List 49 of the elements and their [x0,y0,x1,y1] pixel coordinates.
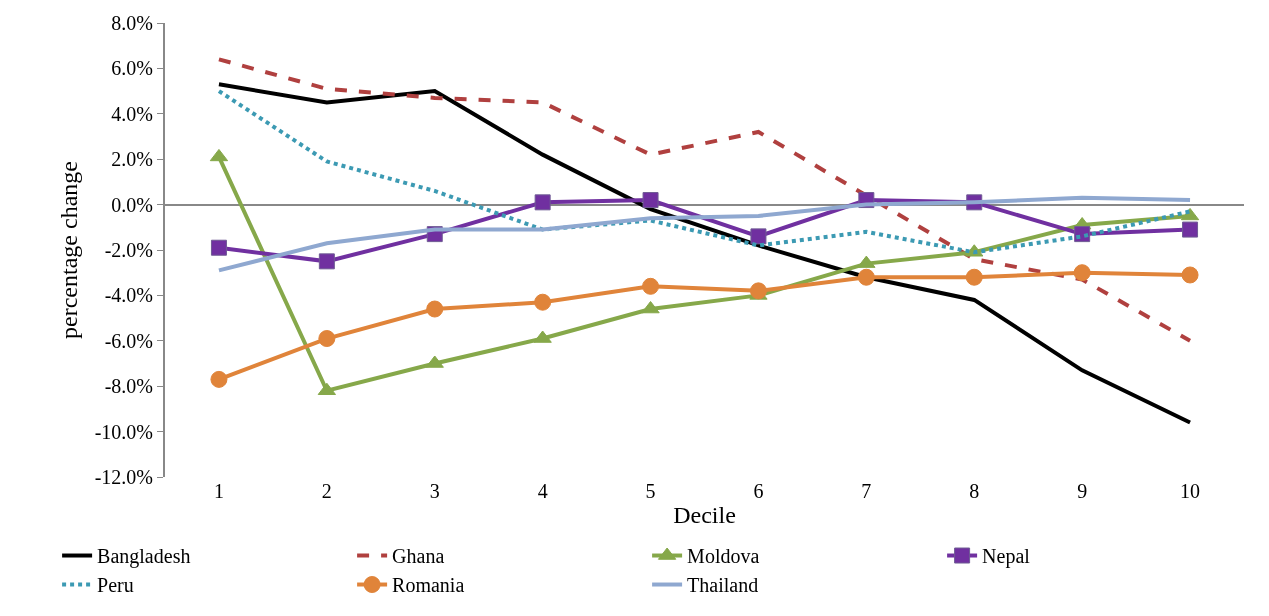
line-series [216,82,1193,425]
x-axis-title: Decile [673,502,736,529]
x-tick-label: 5 [645,480,656,502]
point [642,277,660,295]
point [318,253,335,270]
y-tick-label: -6.0% [104,329,153,352]
point [210,370,228,388]
legend-label: Moldova [687,545,760,568]
y-tick-label: -4.0% [104,284,153,307]
point [1181,266,1199,284]
point [749,282,767,300]
y-tick-label: -8.0% [104,375,153,398]
y-tick-label: -10.0% [94,420,153,443]
point [857,268,875,286]
legend-label: Ghana [392,545,445,568]
y-tick-label: -12.0% [94,466,153,488]
point [1182,221,1199,238]
x-tick-label: 9 [1077,480,1088,502]
y-tick-label: 6.0% [111,57,153,80]
y-tick-label: 4.0% [111,102,153,125]
point [210,239,227,256]
y-tick-label: 0.0% [111,193,153,216]
y-tick-label: -2.0% [104,239,153,261]
point [1073,264,1091,282]
line-series [216,57,1193,343]
y-tick-label: 2.0% [111,148,153,171]
point [965,268,983,286]
point [642,192,659,209]
point [1180,207,1200,221]
legend-label: Thailand [687,574,759,597]
x-tick-label: 7 [861,480,872,502]
point [426,300,444,318]
point [534,293,552,311]
x-tick-label: 4 [537,480,548,502]
x-tick-label: 2 [321,480,332,502]
y-axis-title: percentage change [56,161,83,339]
legend-label: Bangladesh [97,545,191,569]
legend-label: Nepal [982,545,1031,569]
x-tick-label: 6 [753,480,764,502]
point [534,194,551,211]
x-tick-label: 1 [213,480,224,502]
legend-label: Romania [392,574,465,597]
legend-label: Peru [97,574,134,597]
y-tick-label: 8.0% [111,12,153,34]
x-tick-label: 3 [429,480,440,502]
x-tick-label: 8 [969,480,980,502]
point [750,228,767,245]
x-tick-label: 10 [1180,480,1201,502]
point [318,330,336,348]
